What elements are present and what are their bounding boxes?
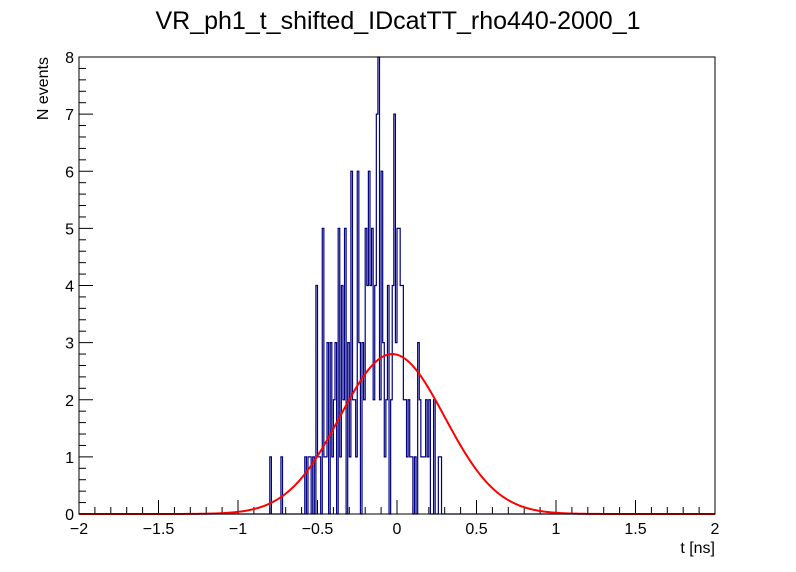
x-tick-label: 1.5	[624, 521, 646, 538]
y-tick-label: 0	[65, 507, 74, 524]
x-tick-label: 2	[711, 521, 720, 538]
plot-frame	[78, 56, 716, 515]
x-tick-label: 0.5	[465, 521, 487, 538]
x-tick-label: −1.5	[143, 521, 175, 538]
x-tick-label: 1	[552, 521, 561, 538]
y-tick-label: 7	[65, 107, 74, 124]
x-tick-label: −1	[229, 521, 247, 538]
y-tick-label: 5	[65, 221, 74, 238]
y-tick-label: 4	[65, 279, 74, 296]
y-tick-label: 3	[65, 336, 74, 353]
y-tick-label: 8	[65, 50, 74, 67]
chart-title: VR_ph1_t_shifted_IDcatTT_rho440-2000_1	[155, 7, 640, 35]
tick-labels: −2 −1.5 −1 −0.5 0 0.5 1 1.5 2 0 1 2 3 4 5 6 7 8	[65, 50, 719, 538]
y-axis-label: N events	[35, 57, 52, 120]
x-tick-label: 0	[393, 521, 402, 538]
x-axis-label: t [ns]	[680, 540, 715, 557]
x-tick-label: −2	[70, 521, 88, 538]
x-tick-label: −0.5	[302, 521, 334, 538]
y-tick-label: 1	[65, 450, 74, 467]
y-tick-label: 6	[65, 164, 74, 181]
y-tick-label: 2	[65, 393, 74, 410]
